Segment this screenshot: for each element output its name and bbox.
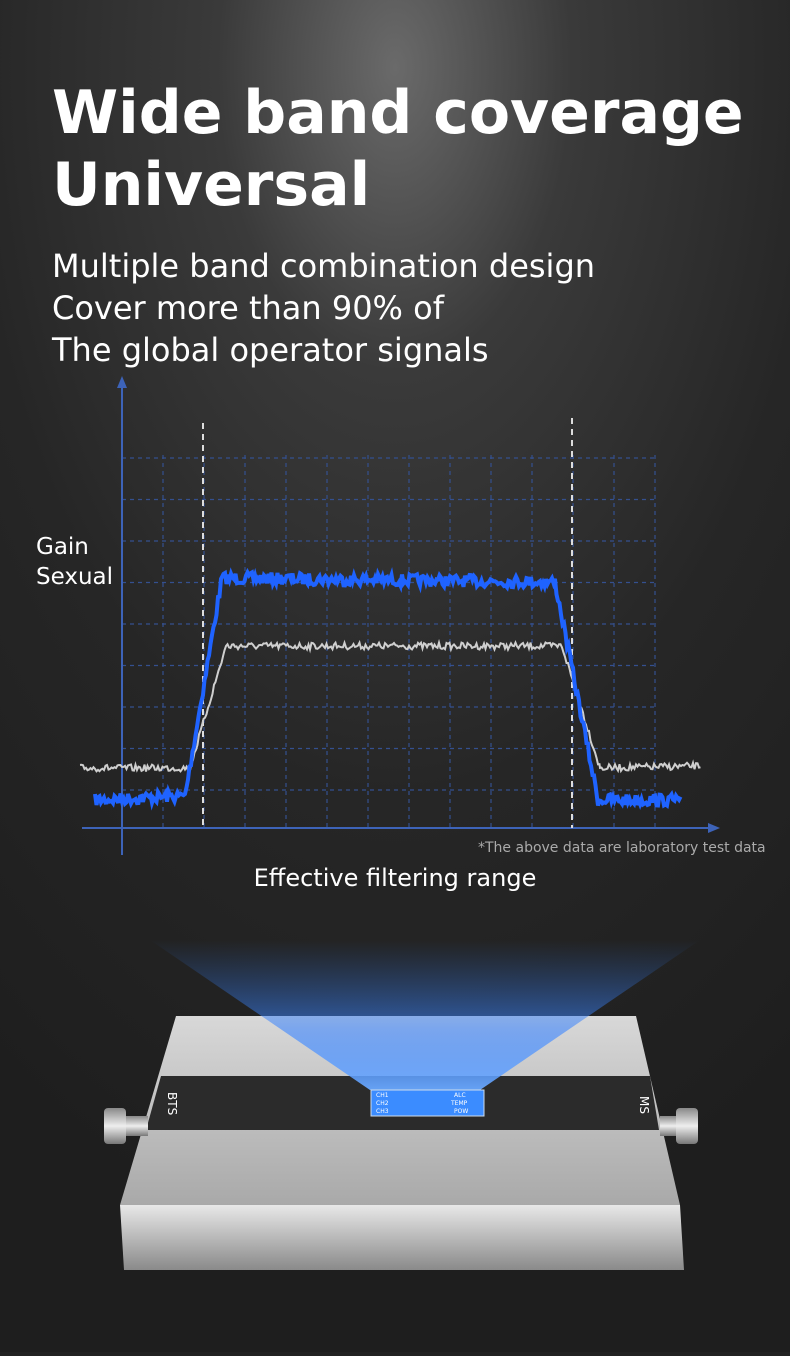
reference-curve [79,638,701,774]
lcd-flag: POW [454,1108,468,1115]
lcd-text: CH1 CH2 CH3 ALC TEMP POW [376,1092,468,1115]
connector [660,1116,678,1136]
lcd-flag: TEMP [450,1100,468,1107]
y-label-line: Gain [36,534,89,560]
title-line: Wide band coverage [52,78,744,148]
device: CH1 CH2 CH3 ALC TEMP POW BTS MS [104,940,700,1270]
lcd-row: CH1 [376,1092,389,1099]
subtitle-line: Cover more than 90% of [52,289,445,327]
device-front [120,1205,684,1270]
y-label: Gain Sexual [36,534,113,590]
connector [676,1108,698,1144]
subtitle-line: The global operator signals [51,331,489,369]
x-arrow [708,823,720,833]
lcd-row: CH2 [376,1100,389,1107]
connector [126,1116,148,1136]
lcd-row: CH3 [376,1108,389,1115]
subtitle-line: Multiple band combination design [52,247,595,285]
subtitle: Multiple band combination design Cover m… [51,247,595,369]
lcd-flag: ALC [454,1092,466,1099]
light-beam [150,940,700,1090]
title-line: Universal [52,150,370,220]
lcd [370,1089,485,1117]
connector [104,1108,126,1144]
port-label: BTS [165,1092,179,1115]
caption: Effective filtering range [254,864,537,892]
title: Wide band coverage Universal [52,78,744,220]
port-label: MS [637,1096,651,1114]
gain-curve [93,567,683,811]
y-arrow [117,376,127,388]
y-label-line: Sexual [36,564,113,590]
note: *The above data are laboratory test data [478,840,766,856]
